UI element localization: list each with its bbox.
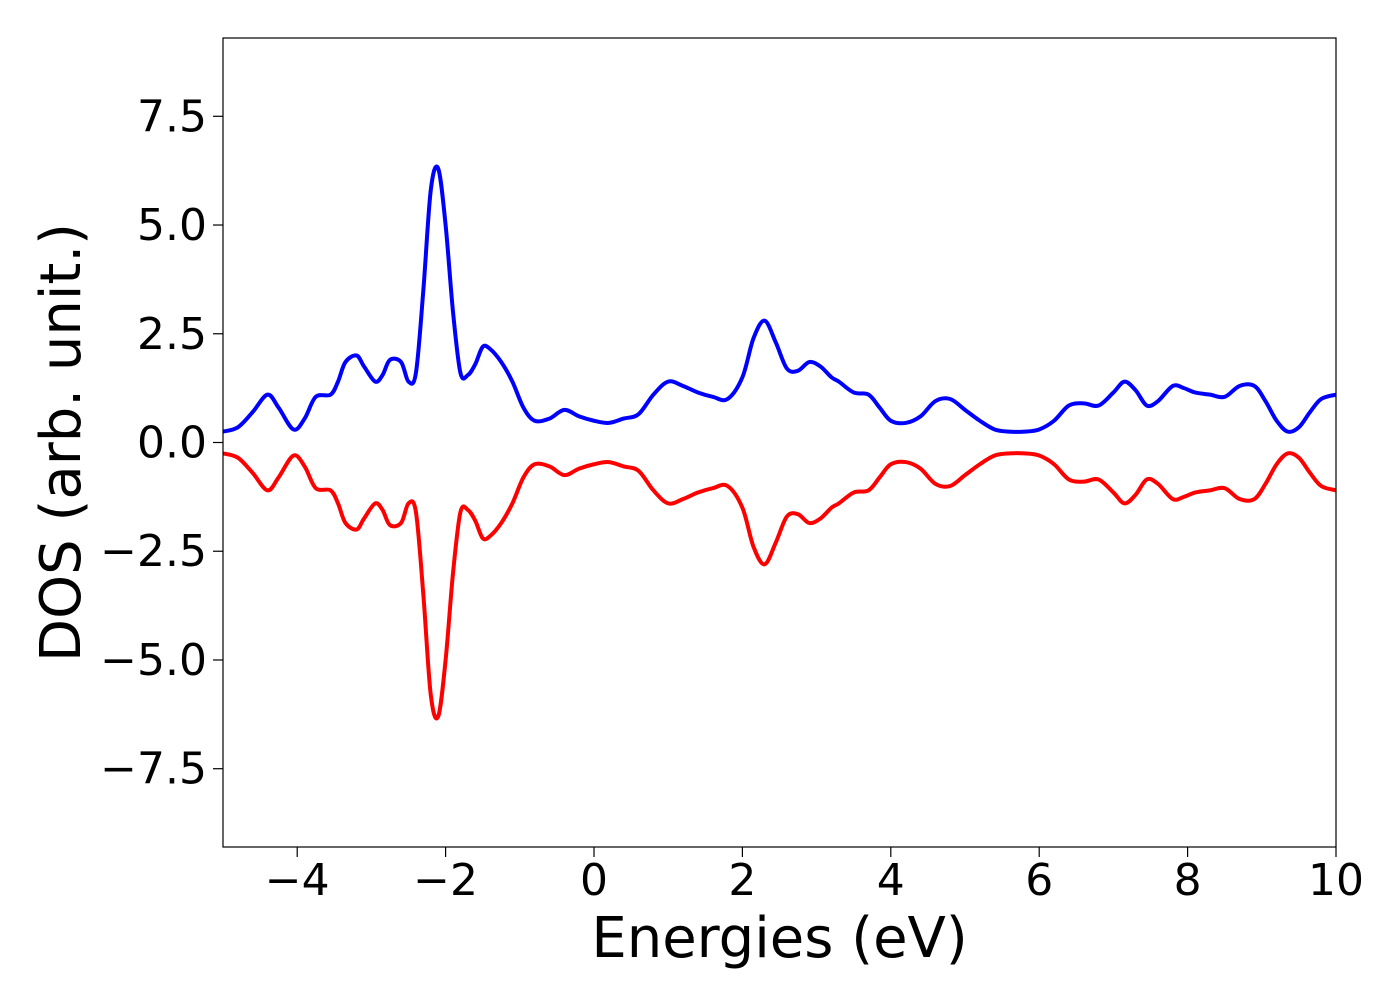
x-tick-label: 2 bbox=[728, 855, 756, 906]
series-layer bbox=[223, 164, 1336, 721]
x-tick-label: −4 bbox=[265, 855, 330, 906]
x-axis: −4 −2 0 2 4 6 8 10 bbox=[265, 847, 1364, 906]
x-tick-label: 10 bbox=[1308, 855, 1364, 906]
y-tick-label: −2.5 bbox=[100, 526, 207, 577]
x-tick-label: 0 bbox=[580, 855, 608, 906]
y-tick-label: −5.0 bbox=[100, 635, 207, 686]
dos-series-line-up bbox=[223, 164, 1336, 434]
y-tick-label: −7.5 bbox=[100, 744, 207, 795]
x-tick-label: −2 bbox=[413, 855, 478, 906]
y-tick-label: 0.0 bbox=[137, 418, 207, 469]
x-axis-label: Energies (eV) bbox=[591, 906, 967, 971]
x-tick-label: 4 bbox=[877, 855, 905, 906]
y-axis: 7.5 5.0 2.5 0.0 −2.5 −5.0 −7.5 bbox=[100, 91, 223, 795]
y-tick-label: 7.5 bbox=[137, 91, 207, 142]
axes-frame bbox=[222, 37, 1337, 848]
x-tick-label: 8 bbox=[1174, 855, 1202, 906]
y-axis-label: DOS (arb. unit.) bbox=[29, 223, 94, 662]
dos-series-line-down bbox=[223, 451, 1336, 721]
x-tick-label: 6 bbox=[1025, 855, 1053, 906]
y-tick-label: 2.5 bbox=[137, 309, 207, 360]
y-tick-label: 5.0 bbox=[137, 200, 207, 251]
